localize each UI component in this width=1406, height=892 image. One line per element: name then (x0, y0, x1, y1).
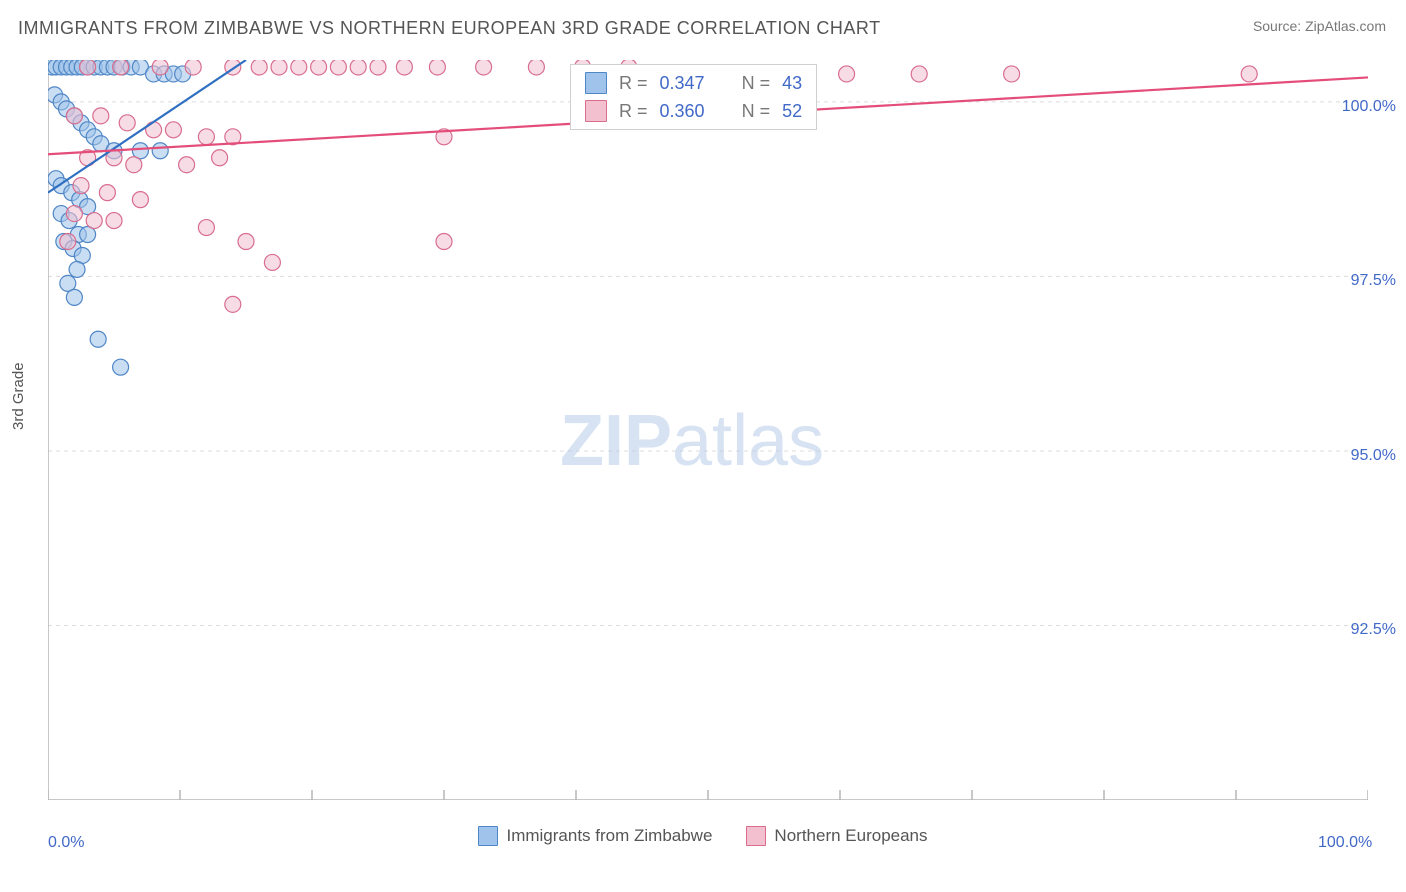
legend-swatch (585, 100, 607, 122)
source-label: Source: ZipAtlas.com (1253, 18, 1386, 34)
chart-title: IMMIGRANTS FROM ZIMBABWE VS NORTHERN EUR… (18, 18, 881, 39)
correlation-row-zimbabwe: R = 0.347 N = 43 (571, 69, 816, 97)
r-label: R = (619, 101, 648, 122)
plot-area (48, 60, 1368, 800)
x-tick-label: 100.0% (1318, 834, 1372, 852)
correlation-legend: R = 0.347 N = 43 R = 0.360 N = 52 (570, 64, 817, 130)
x-tick-label: 0.0% (48, 834, 84, 852)
r-label: R = (619, 73, 648, 94)
y-tick-label: 100.0% (1342, 98, 1396, 116)
r-value: 0.347 (660, 73, 705, 94)
chart-svg (48, 60, 1368, 800)
n-label: N = (742, 101, 771, 122)
y-axis-label: 3rd Grade (10, 362, 27, 430)
y-tick-label: 95.0% (1351, 447, 1396, 465)
correlation-row-northern_european: R = 0.360 N = 52 (571, 97, 816, 125)
r-value: 0.360 (660, 101, 705, 122)
legend-swatch (585, 72, 607, 94)
n-label: N = (742, 73, 771, 94)
y-tick-label: 92.5% (1351, 621, 1396, 639)
y-tick-label: 97.5% (1351, 272, 1396, 290)
n-value: 52 (782, 101, 802, 122)
n-value: 43 (782, 73, 802, 94)
